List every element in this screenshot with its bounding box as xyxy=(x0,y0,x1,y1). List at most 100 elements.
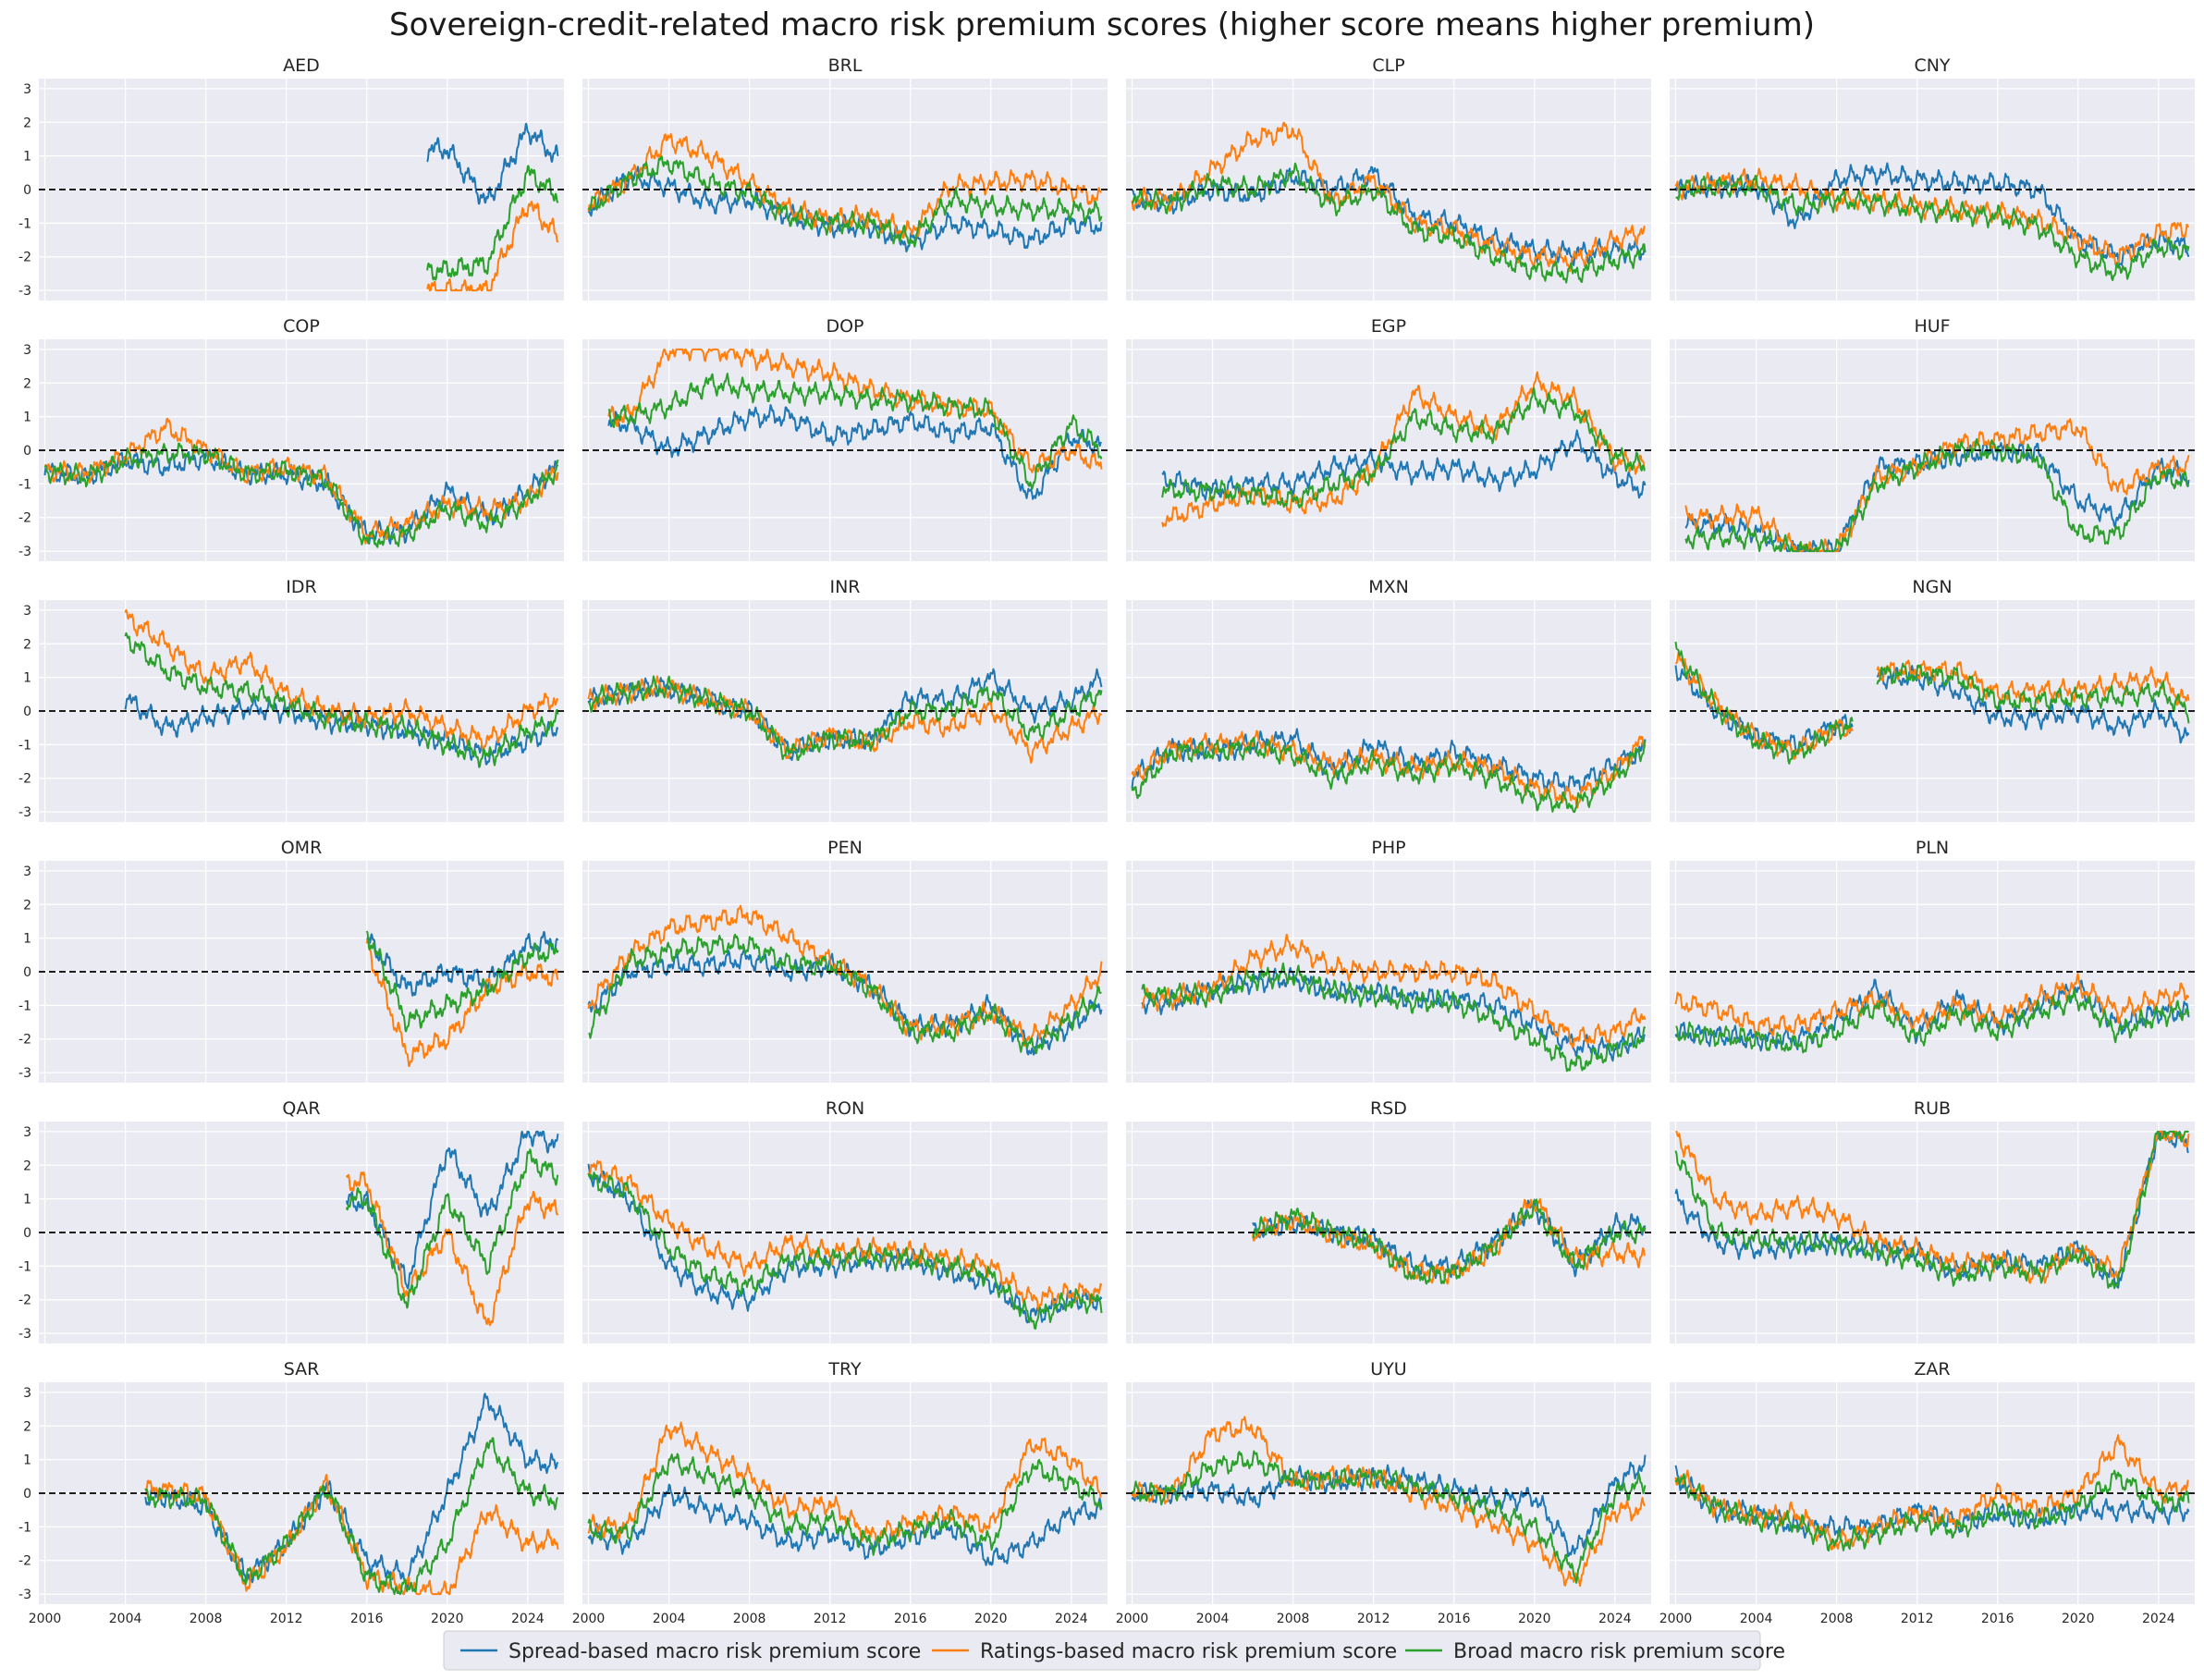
small-multiples-grid: AED -3 -2 -1 0 1 2 3 BRL CLP CNY COP -3 -2 -1 0 1 2 3 DOP EG… xyxy=(18,55,2195,1626)
series-line-spread xyxy=(587,668,1103,761)
series-line-broad xyxy=(426,165,559,281)
y-tick-label: -3 xyxy=(18,284,31,299)
panel-title: CNY xyxy=(1914,55,1950,76)
y-tick-label: -3 xyxy=(18,545,31,559)
y-tick-label: 2 xyxy=(23,1159,31,1173)
y-tick-label: 1 xyxy=(23,1193,31,1208)
series-line-broad xyxy=(1161,386,1646,509)
series-line-ratings xyxy=(1141,933,1647,1048)
y-tick-label: -3 xyxy=(18,805,31,820)
x-tick-label: 2020 xyxy=(431,1612,464,1626)
series-line-spread xyxy=(144,1392,559,1590)
panel-title: UYU xyxy=(1370,1359,1406,1380)
series-line-broad xyxy=(607,373,1103,490)
panel-title: PLN xyxy=(1916,838,1949,858)
panel-uyu: UYU 2000 2004 2008 2012 2016 2020 2024 xyxy=(1116,1359,1651,1626)
panel-title: RUB xyxy=(1914,1098,1951,1119)
y-tick-label: 2 xyxy=(23,637,31,652)
x-tick-label: 2008 xyxy=(190,1612,223,1626)
y-tick-label: 3 xyxy=(23,1386,31,1401)
y-tick-label: 2 xyxy=(23,898,31,913)
series-line-broad xyxy=(346,1148,559,1309)
panel-title: BRL xyxy=(828,55,863,76)
panel-title: SAR xyxy=(284,1359,320,1380)
x-tick-label: 2012 xyxy=(270,1612,303,1626)
series-line-broad xyxy=(1131,1450,1647,1584)
panel-egp: EGP xyxy=(1126,316,1651,561)
y-tick-label: 1 xyxy=(23,671,31,686)
series-line-spread xyxy=(426,122,559,205)
panel-title: AED xyxy=(283,55,320,76)
y-tick-label: -1 xyxy=(18,477,31,492)
x-tick-label: 2008 xyxy=(1277,1612,1310,1626)
panel-title: NGN xyxy=(1912,577,1952,597)
series-line-broad xyxy=(1674,1469,2190,1552)
series-line-broad xyxy=(144,1437,558,1596)
x-tick-label: 2004 xyxy=(109,1612,142,1626)
series-line-broad xyxy=(587,1171,1103,1330)
y-tick-label: 1 xyxy=(23,932,31,947)
series-line-spread xyxy=(607,404,1103,500)
series-line-ratings xyxy=(1161,371,1647,528)
legend-frame xyxy=(443,1630,1761,1671)
panel-rub: RUB xyxy=(1670,1098,2195,1343)
panel-title: MXN xyxy=(1368,577,1409,597)
series-line-spread xyxy=(587,1483,1103,1566)
series-line-ratings xyxy=(607,348,1103,474)
panel-title: COP xyxy=(283,316,320,337)
panel-inr: INR xyxy=(582,577,1108,822)
y-tick-label: 2 xyxy=(23,376,31,391)
y-tick-label: 0 xyxy=(23,705,31,719)
x-tick-label: 2024 xyxy=(2142,1612,2175,1626)
panel-idr: IDR -3 -2 -1 0 1 2 3 xyxy=(18,577,564,822)
series-line-spread xyxy=(346,1130,559,1290)
series-line-spread xyxy=(124,693,559,766)
x-tick-label: 2008 xyxy=(733,1612,766,1626)
panel-title: PEN xyxy=(827,838,863,858)
y-tick-label: -3 xyxy=(18,1327,31,1342)
panel-php: PHP xyxy=(1126,838,1651,1083)
y-tick-label: -3 xyxy=(18,1066,31,1081)
y-tick-label: 0 xyxy=(23,1487,31,1502)
panel-dop: DOP xyxy=(582,316,1108,561)
panel-cop: COP -3 -2 -1 0 1 2 3 xyxy=(18,316,564,561)
y-tick-label: -2 xyxy=(18,251,31,265)
y-tick-label: -1 xyxy=(18,216,31,231)
series-line-ratings xyxy=(365,938,559,1068)
series-line-broad xyxy=(1131,737,1647,814)
panel-title: CLP xyxy=(1372,55,1404,76)
series-line-broad xyxy=(1141,962,1647,1073)
x-tick-label: 2016 xyxy=(1438,1612,1471,1626)
x-tick-label: 2016 xyxy=(894,1612,927,1626)
x-tick-label: 2020 xyxy=(2062,1612,2095,1626)
y-tick-label: 0 xyxy=(23,965,31,980)
x-tick-label: 2000 xyxy=(29,1612,62,1626)
y-tick-label: 0 xyxy=(23,1226,31,1241)
y-tick-label: 3 xyxy=(23,1125,31,1140)
y-tick-label: -2 xyxy=(18,511,31,526)
y-tick-label: -1 xyxy=(18,738,31,753)
x-tick-label: 2012 xyxy=(1357,1612,1390,1626)
panel-ron: RON xyxy=(582,1098,1108,1343)
panel-cny: CNY xyxy=(1670,55,2195,300)
y-tick-label: -2 xyxy=(18,772,31,787)
series-line-spread xyxy=(1131,1454,1647,1558)
y-tick-label: 1 xyxy=(23,411,31,425)
panel-title: OMR xyxy=(281,838,323,858)
legend-entry: Broad macro risk premium score xyxy=(1405,1640,1785,1663)
x-tick-label: 2024 xyxy=(1055,1612,1088,1626)
series-line-broad xyxy=(43,442,559,548)
legend-label: Spread-based macro risk premium score xyxy=(508,1640,921,1663)
series-line-ratings xyxy=(124,608,559,754)
y-tick-label: 1 xyxy=(23,1453,31,1468)
panel-title: HUF xyxy=(1914,316,1950,337)
series-line-spread xyxy=(1131,728,1647,793)
y-tick-label: 0 xyxy=(23,183,31,198)
x-tick-label: 2004 xyxy=(1740,1612,1773,1626)
series-line-broad xyxy=(1674,641,2190,765)
legend-entry: Spread-based macro risk premium score xyxy=(460,1640,921,1663)
panel-title: TRY xyxy=(827,1359,862,1380)
y-tick-label: -2 xyxy=(18,1554,31,1569)
series-line-broad xyxy=(1674,1130,2189,1290)
